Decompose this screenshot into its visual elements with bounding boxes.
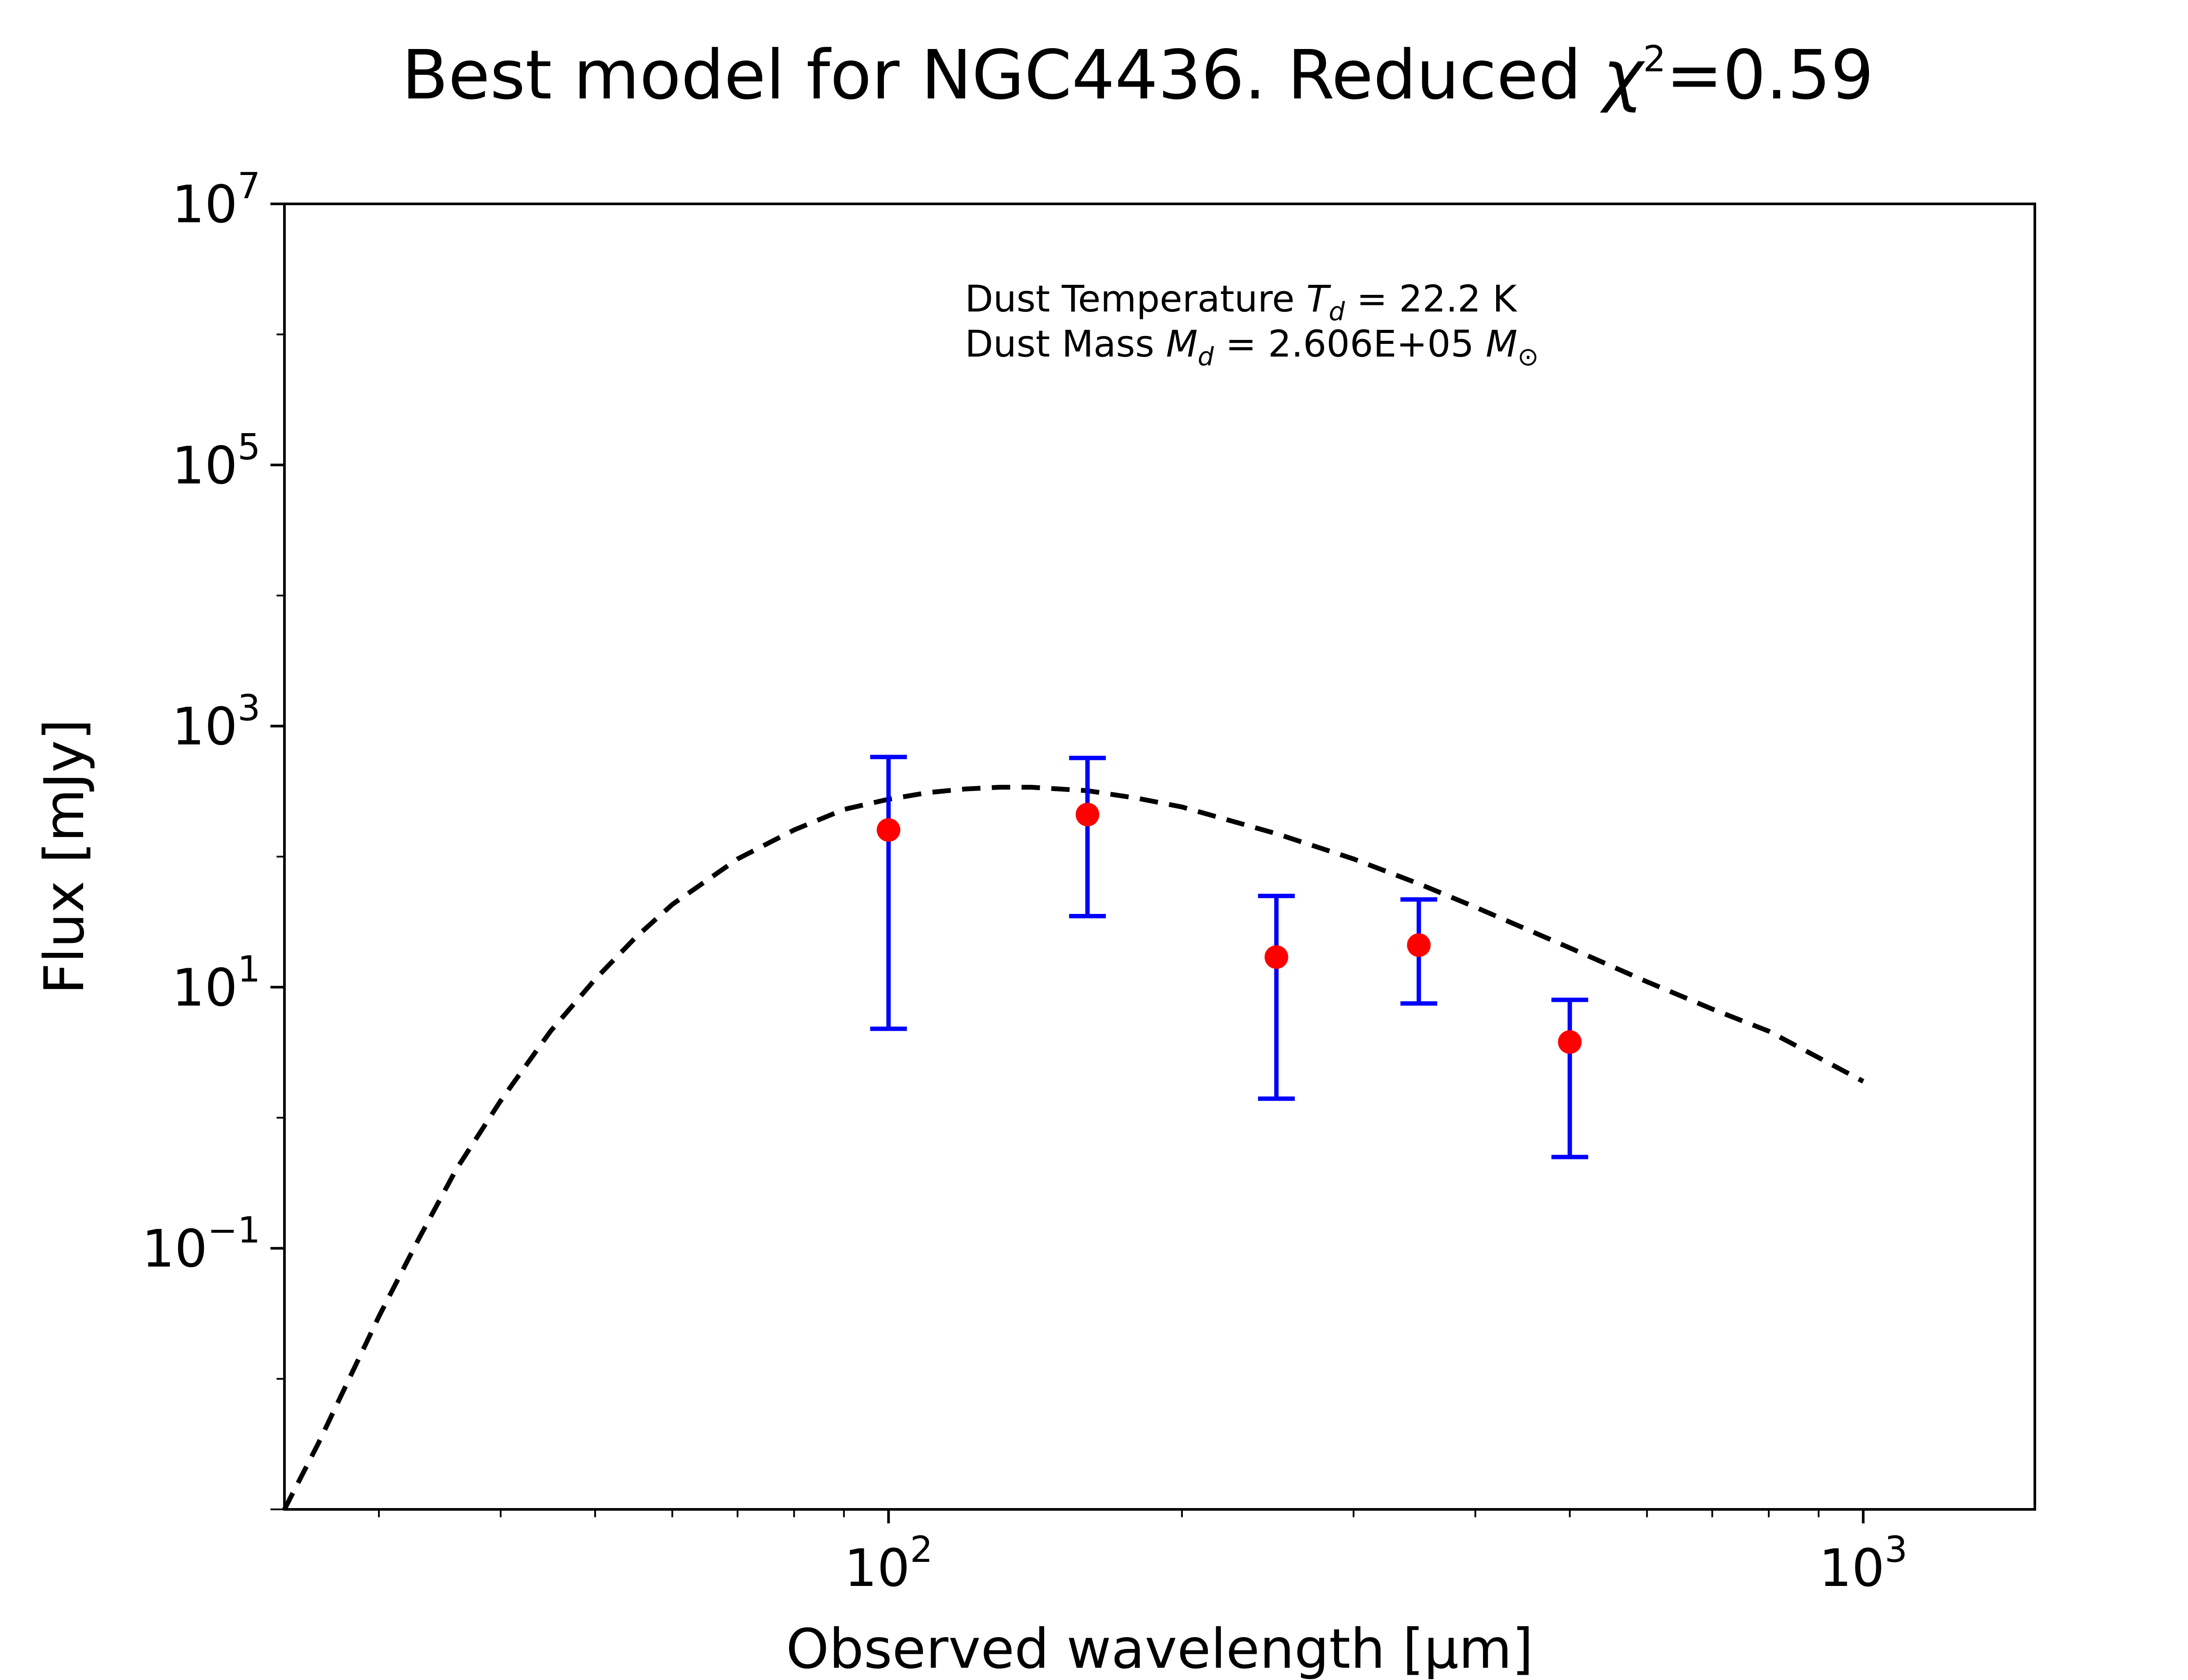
chart-title: Best model for NGC4436. Reduced χ2=0.59 (402, 35, 1874, 115)
annotation-temperature-sub: d (1329, 297, 1345, 326)
annotation-mass-mid: = 2.606E+05 (1214, 322, 1486, 365)
data-point (1076, 802, 1100, 826)
x-tick-label: 102 (844, 1529, 933, 1598)
y-axis-ticks: 10−1 101 103 105 107 (142, 165, 284, 1510)
y-axis-label: Flux [mJy] (33, 719, 96, 994)
title-chi-exponent: 2 (1643, 38, 1666, 80)
x-tick-label: 103 (1819, 1529, 1907, 1598)
annotation-mass-prefix: Dust Mass (965, 322, 1166, 365)
data-point (1558, 1030, 1582, 1054)
annotation-mass-symbol: M (1166, 322, 1198, 365)
title-suffix: =0.59 (1666, 35, 1874, 115)
y-tick-label: 101 (172, 948, 260, 1018)
annotation-temperature: Dust Temperature Td = 22.2 K (965, 277, 1518, 326)
annotation-mass-unit-sub: ⊙ (1518, 342, 1539, 371)
plot-frame (283, 203, 2036, 1511)
data-point (1407, 933, 1431, 957)
y-tick-label: 10−1 (142, 1210, 260, 1279)
annotation-temperature-suffix: = 22.2 K (1345, 277, 1518, 320)
model-curve (282, 784, 1865, 1511)
model-curve-group (282, 784, 1865, 1511)
y-tick-label: 105 (172, 427, 260, 496)
annotation-mass: Dust Mass Md = 2.606E+05 M⊙ (965, 322, 1539, 371)
annotation-mass-sub: d (1198, 342, 1214, 371)
title-prefix: Best model for NGC4436. Reduced (402, 35, 1603, 115)
x-axis-label: Observed wavelength [μm] (786, 1617, 1533, 1680)
y-tick-label: 103 (172, 688, 260, 757)
annotation-temperature-prefix: Dust Temperature (965, 277, 1306, 320)
x-axis-ticks: 102 103 (378, 1509, 1907, 1598)
data-point (1264, 945, 1288, 969)
y-tick-label: 107 (172, 165, 260, 234)
annotation-temperature-symbol: T (1306, 277, 1331, 320)
annotation-mass-unit: M (1486, 322, 1517, 365)
title-chi: χ (1600, 35, 1645, 115)
data-points-group (870, 755, 1588, 1159)
data-point (877, 818, 901, 842)
